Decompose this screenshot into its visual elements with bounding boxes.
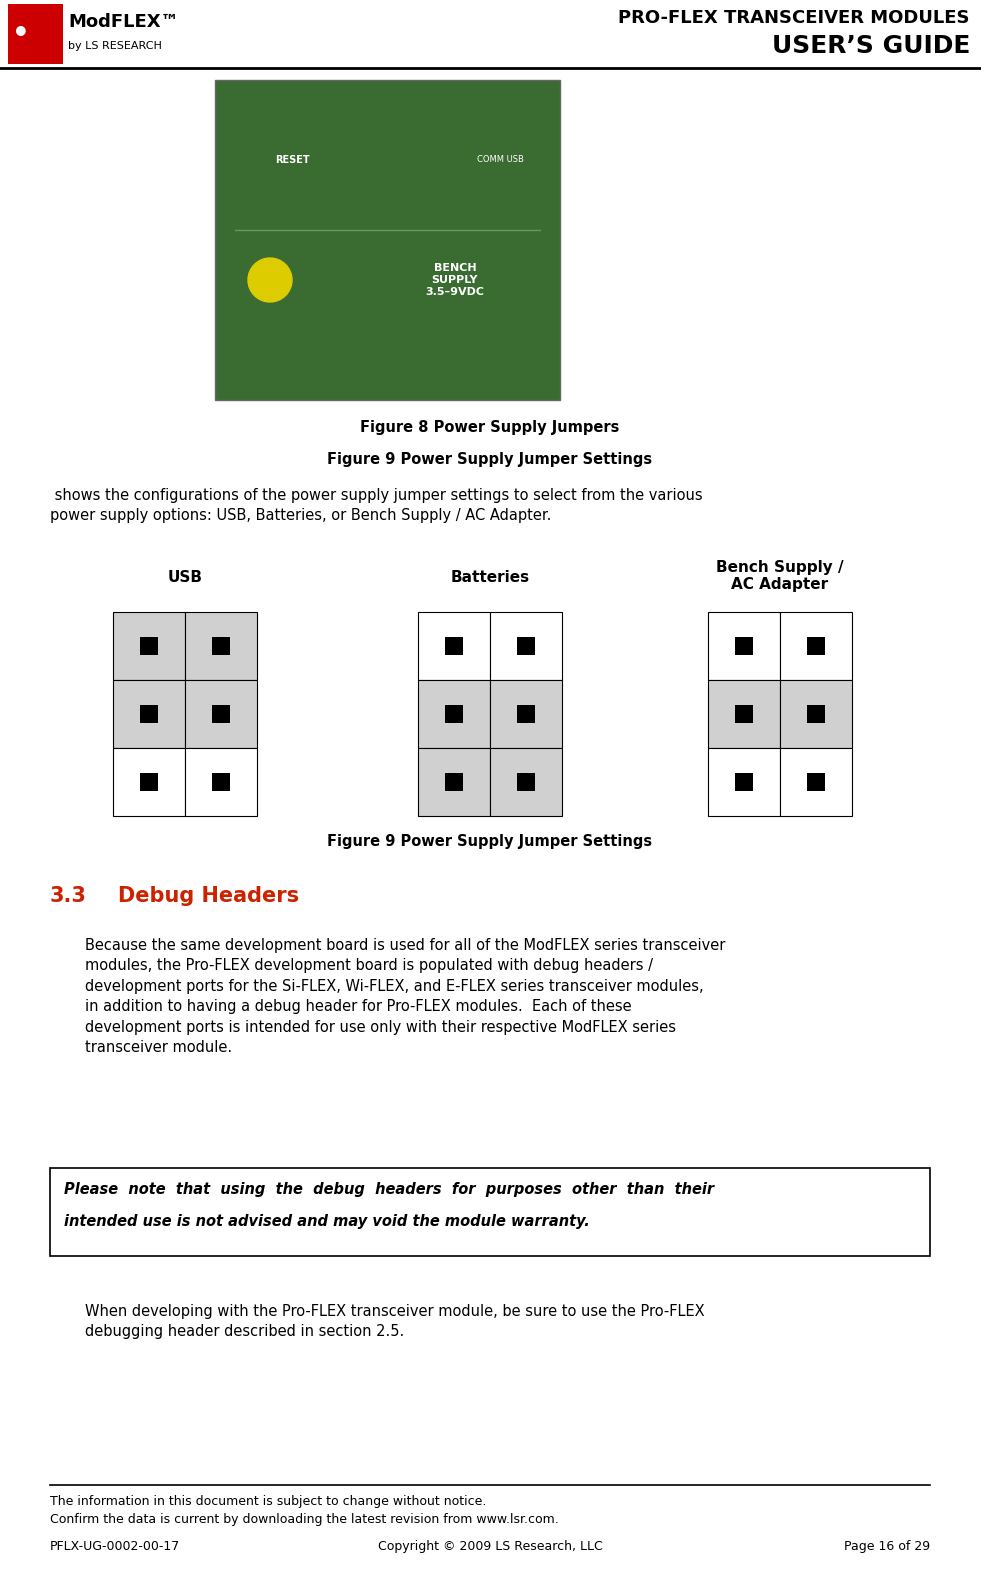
Bar [212, 637, 230, 654]
Text: PRO-FLEX TRANSCEIVER MODULES: PRO-FLEX TRANSCEIVER MODULES [618, 9, 970, 27]
Bar [445, 774, 463, 791]
Text: USER’S GUIDE: USER’S GUIDE [772, 35, 970, 58]
Bar [517, 774, 535, 791]
Text: Figure 9 Power Supply Jumper Settings: Figure 9 Power Supply Jumper Settings [328, 452, 652, 468]
Text: ModFLEX™: ModFLEX™ [68, 13, 179, 31]
Bar [807, 704, 825, 723]
Bar [215, 80, 560, 400]
Text: The information in this document is subject to change without notice.: The information in this document is subj… [50, 1495, 487, 1508]
Bar [708, 612, 780, 679]
Bar [50, 1167, 930, 1257]
Bar [780, 679, 852, 748]
Text: by LS RESEARCH: by LS RESEARCH [68, 41, 162, 52]
Bar [807, 774, 825, 791]
Text: Please  note  that  using  the  debug  headers  for  purposes  other  than  thei: Please note that using the debug headers… [64, 1181, 714, 1197]
Bar [517, 637, 535, 654]
Text: Confirm the data is current by downloading the latest revision from www.lsr.com.: Confirm the data is current by downloadi… [50, 1513, 559, 1527]
Bar [140, 774, 158, 791]
Bar [780, 612, 852, 679]
Text: 3.3: 3.3 [50, 886, 87, 905]
Bar [140, 704, 158, 723]
Bar [418, 679, 490, 748]
Bar [517, 704, 535, 723]
Bar [445, 704, 463, 723]
Text: When developing with the Pro-FLEX transceiver module, be sure to use the Pro-FLE: When developing with the Pro-FLEX transc… [85, 1304, 704, 1340]
Text: PFLX-UG-0002-00-17: PFLX-UG-0002-00-17 [50, 1541, 181, 1553]
Text: COMM USB: COMM USB [477, 155, 524, 165]
Bar [735, 704, 753, 723]
Bar [490, 748, 562, 816]
Bar [113, 748, 185, 816]
Bar [185, 748, 257, 816]
Text: Figure 8 Power Supply Jumpers: Figure 8 Power Supply Jumpers [360, 420, 620, 435]
Text: shows the configurations of the power supply jumper settings to select from the : shows the configurations of the power su… [50, 488, 702, 522]
Bar [490, 612, 562, 679]
Text: intended use is not advised and may void the module warranty.: intended use is not advised and may void… [64, 1214, 590, 1229]
Bar [113, 679, 185, 748]
Text: Copyright © 2009 LS Research, LLC: Copyright © 2009 LS Research, LLC [378, 1541, 602, 1553]
Bar [418, 612, 490, 679]
Bar [735, 774, 753, 791]
Bar [140, 637, 158, 654]
Circle shape [248, 257, 292, 301]
Bar [807, 637, 825, 654]
Bar [780, 748, 852, 816]
Text: BENCH
SUPPLY
3.5–9VDC: BENCH SUPPLY 3.5–9VDC [426, 264, 485, 297]
Text: Because the same development board is used for all of the ModFLEX series transce: Because the same development board is us… [85, 938, 725, 1054]
Bar [212, 704, 230, 723]
Bar [212, 774, 230, 791]
Bar [708, 748, 780, 816]
Bar [418, 748, 490, 816]
Bar [445, 637, 463, 654]
Text: Debug Headers: Debug Headers [118, 886, 299, 905]
Bar [735, 637, 753, 654]
Text: Figure 9 Power Supply Jumper Settings: Figure 9 Power Supply Jumper Settings [328, 835, 652, 849]
Bar [490, 679, 562, 748]
Text: RESET: RESET [275, 155, 310, 165]
Text: Page 16 of 29: Page 16 of 29 [844, 1541, 930, 1553]
Bar [8, 5, 63, 64]
Bar [185, 679, 257, 748]
Bar [708, 679, 780, 748]
Text: USB: USB [168, 570, 202, 585]
Bar [113, 612, 185, 679]
Bar [185, 612, 257, 679]
Text: •: • [12, 20, 29, 49]
Text: Batteries: Batteries [450, 570, 530, 585]
Text: Bench Supply /
AC Adapter: Bench Supply / AC Adapter [716, 560, 844, 593]
